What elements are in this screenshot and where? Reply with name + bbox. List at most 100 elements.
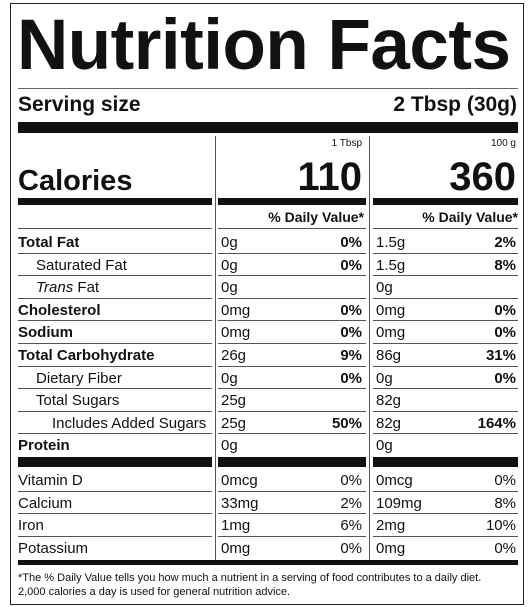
calories-label: Calories — [18, 165, 133, 197]
thick-bar — [373, 198, 518, 205]
row-rule — [373, 320, 518, 321]
row-rule — [18, 513, 212, 514]
amount: 109mg — [376, 494, 422, 512]
thick-bar — [18, 198, 212, 205]
nutrient-name-text: Potassium — [18, 539, 89, 557]
amount: 26g — [221, 347, 247, 364]
row-rule — [218, 536, 366, 537]
daily-value: 0% — [340, 301, 362, 319]
daily-value: 0% — [494, 301, 516, 319]
footnote: *The % Daily Value tells you how much a … — [18, 572, 482, 584]
amount: 0g — [221, 279, 238, 297]
serving-amount: 100 g — [490, 138, 516, 149]
daily-value: 0% — [494, 369, 516, 387]
nutrient-name-text: Sodium — [18, 324, 73, 342]
amount: 1mg — [221, 517, 251, 535]
row-rule — [18, 298, 212, 299]
row-rule — [373, 433, 518, 434]
amount: 0g — [221, 234, 238, 251]
amount: 2mg — [376, 517, 406, 535]
row-rule — [373, 253, 518, 254]
nutrient-name-italic: Trans — [36, 279, 74, 297]
nutrient-name-text: Calcium — [18, 494, 73, 512]
nutrient-name: Includes Added Sugars — [52, 416, 206, 431]
nutrition-label — [10, 3, 524, 605]
row-rule — [373, 513, 518, 514]
amount: 1.5g — [376, 234, 406, 251]
row-rule — [18, 536, 212, 537]
column-divider — [369, 136, 370, 560]
nutrient-name: Sodium — [18, 325, 73, 340]
daily-value: 8% — [494, 256, 516, 274]
daily-value: 8% — [494, 494, 516, 512]
row-rule — [18, 275, 212, 276]
amount: 0mg — [221, 324, 251, 342]
row-rule — [218, 411, 366, 412]
daily-value: 0% — [340, 324, 362, 342]
amount: 0mg — [221, 539, 251, 557]
nutrient-name-text: Includes Added Sugars — [52, 414, 207, 432]
thick-bar — [18, 560, 518, 565]
nutrient-name-text: Total Fat — [18, 234, 80, 251]
row-rule — [18, 388, 212, 389]
amount: 82g — [376, 414, 402, 432]
dv-header: % Daily Value* — [422, 209, 518, 225]
nutrient-name: Protein — [18, 438, 70, 453]
rule — [18, 88, 518, 89]
nutrient-name-text: Cholesterol — [18, 301, 101, 319]
nutrient-name: Cholesterol — [18, 303, 101, 318]
thick-bar — [18, 457, 212, 467]
row-rule — [218, 513, 366, 514]
row-rule — [18, 320, 212, 321]
nutrient-name: Total Carbohydrate — [18, 348, 154, 363]
amount: 0mg — [221, 301, 251, 319]
row-rule — [18, 253, 212, 254]
amount: 0g — [376, 279, 393, 297]
row-rule — [218, 298, 366, 299]
row-rule — [18, 491, 212, 492]
amount: 0mcg — [221, 472, 258, 489]
row-rule — [218, 343, 366, 344]
footnote: 2,000 calories a day is used for general… — [18, 586, 291, 598]
row-rule — [218, 253, 366, 254]
nutrient-name-text: Vitamin D — [18, 472, 83, 489]
row-rule — [218, 320, 366, 321]
nutrient-name: Total Sugars — [36, 393, 119, 408]
title: Nutrition Facts — [17, 6, 511, 85]
calories-value: 110 — [297, 155, 362, 199]
nutrient-name-text: Fat — [77, 279, 100, 297]
amount: 0mg — [376, 301, 406, 319]
row-rule — [18, 343, 212, 344]
daily-value: 0% — [340, 369, 362, 387]
daily-value: 31% — [485, 347, 516, 364]
row-rule — [373, 275, 518, 276]
amount: 0g — [376, 369, 393, 387]
serving-label: Serving size — [18, 93, 141, 116]
row-rule — [373, 536, 518, 537]
thick-bar — [218, 198, 366, 205]
row-rule — [18, 411, 212, 412]
daily-value: 2% — [494, 234, 516, 251]
daily-value: 0% — [340, 256, 362, 274]
row-rule — [218, 228, 366, 229]
thick-bar — [373, 457, 518, 467]
amount: 0g — [221, 256, 238, 274]
amount: 0mcg — [376, 472, 413, 489]
row-rule — [18, 228, 212, 229]
nutrient-name: Potassium — [18, 541, 88, 556]
column-divider — [215, 136, 216, 560]
daily-value: 6% — [340, 517, 362, 535]
amount: 0g — [221, 369, 238, 387]
nutrient-name: Saturated Fat — [36, 258, 127, 273]
amount: 0g — [221, 437, 238, 455]
amount: 86g — [376, 347, 402, 364]
daily-value: 10% — [485, 517, 516, 535]
amount: 25g — [221, 392, 247, 410]
thick-bar — [218, 457, 366, 467]
row-rule — [218, 491, 366, 492]
amount: 82g — [376, 392, 402, 410]
nutrient-name: Iron — [18, 518, 44, 533]
row-rule — [218, 388, 366, 389]
nutrient-name: Trans Fat — [36, 280, 99, 295]
